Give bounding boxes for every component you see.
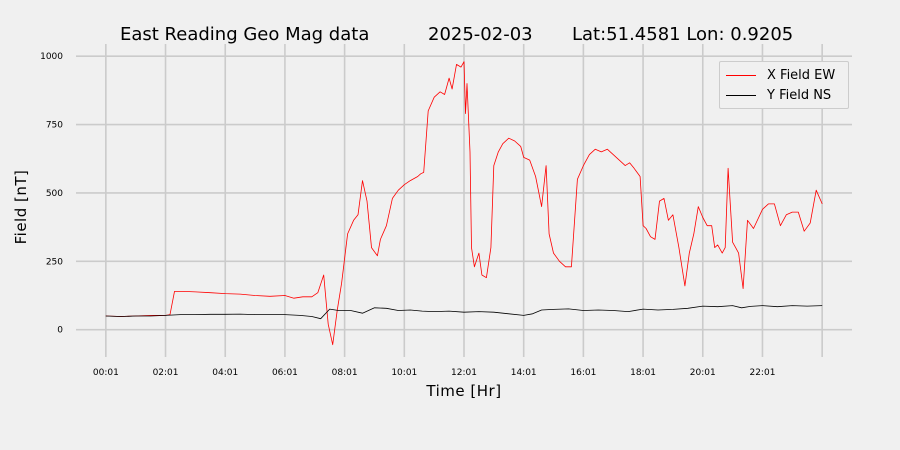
legend-entry-x-field: X Field EW	[726, 67, 835, 83]
x-tick-label: 10:01	[391, 368, 417, 378]
x-tick-label: 04:01	[212, 368, 238, 378]
x-tick-label: 08:01	[332, 368, 358, 378]
chart-title: East Reading Geo Mag data	[120, 24, 370, 45]
y-tick-label: 750	[46, 121, 63, 131]
axis-ticks: 0 250 500 750 1000 00:01 02:01 04:01 06:01 08:01 1…	[40, 52, 775, 378]
legend-swatch-y-field	[726, 94, 756, 96]
y-tick-label: 1000	[40, 52, 63, 62]
x-tick-label: 22:01	[749, 368, 775, 378]
y-tick-label: 0	[57, 326, 63, 336]
x-tick-label: 00:01	[93, 368, 119, 378]
x-tick-label: 16:01	[570, 368, 596, 378]
x-tick-label: 02:01	[153, 368, 179, 378]
series-lines	[105, 61, 823, 346]
x-axis-label: Time [Hr]	[426, 382, 502, 400]
chart-location: Lat:51.4581 Lon: 0.9205	[572, 24, 794, 45]
grid	[76, 44, 852, 357]
series-line-x-field	[105, 61, 823, 346]
y-tick-label: 250	[46, 257, 63, 267]
x-tick-label: 14:01	[511, 368, 537, 378]
chart-date: 2025-02-03	[428, 24, 533, 45]
series-line-y-field	[105, 305, 823, 320]
y-tick-label: 500	[46, 189, 63, 199]
x-tick-label: 12:01	[451, 368, 477, 378]
legend: X Field EW Y Field NS	[719, 61, 849, 109]
x-tick-label: 06:01	[272, 368, 298, 378]
y-axis-label: Field [nT]	[12, 169, 30, 245]
legend-swatch-x-field	[726, 74, 756, 76]
legend-label-x-field: X Field EW	[767, 67, 836, 83]
x-tick-label: 18:01	[630, 368, 656, 378]
x-tick-label: 20:01	[690, 368, 716, 378]
legend-label-y-field: Y Field NS	[767, 87, 832, 103]
legend-entry-y-field: Y Field NS	[726, 87, 831, 103]
